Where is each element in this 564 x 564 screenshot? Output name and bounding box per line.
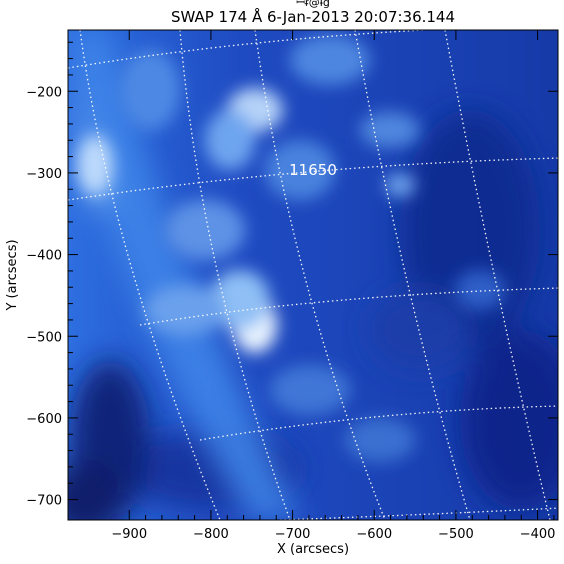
x-tick-label: −600 bbox=[356, 527, 392, 542]
active-region-label: 11650 bbox=[289, 161, 337, 179]
x-tick-label: −400 bbox=[520, 527, 556, 542]
y-axis-ticks: −200 −300 −400 −500 −600 −700 bbox=[26, 41, 558, 509]
x-tick-label: −700 bbox=[275, 527, 311, 542]
y-tick-label: −400 bbox=[26, 249, 62, 264]
top-fragment-text: ꟷᵲ@ɨg bbox=[296, 0, 330, 9]
x-axis-ticks: −900 −800 −700 −600 −500 −400 bbox=[111, 30, 555, 542]
y-tick-label: −600 bbox=[26, 412, 62, 427]
y-axis-label: Y (arcsecs) bbox=[5, 239, 20, 311]
plot-frame bbox=[67, 29, 559, 521]
x-axis-label: X (arcsecs) bbox=[277, 542, 349, 557]
solar-image bbox=[68, 30, 558, 520]
heliographic-grid bbox=[68, 30, 558, 520]
y-tick-label: −700 bbox=[26, 494, 62, 509]
x-tick-label: −800 bbox=[193, 527, 229, 542]
y-tick-label: −500 bbox=[26, 330, 62, 345]
figure-title: SWAP 174 Å 6-Jan-2013 20:07:36.144 bbox=[171, 7, 455, 26]
y-tick-label: −200 bbox=[26, 85, 62, 100]
x-tick-label: −900 bbox=[111, 527, 147, 542]
x-tick-label: −500 bbox=[438, 527, 474, 542]
y-tick-label: −300 bbox=[26, 167, 62, 182]
